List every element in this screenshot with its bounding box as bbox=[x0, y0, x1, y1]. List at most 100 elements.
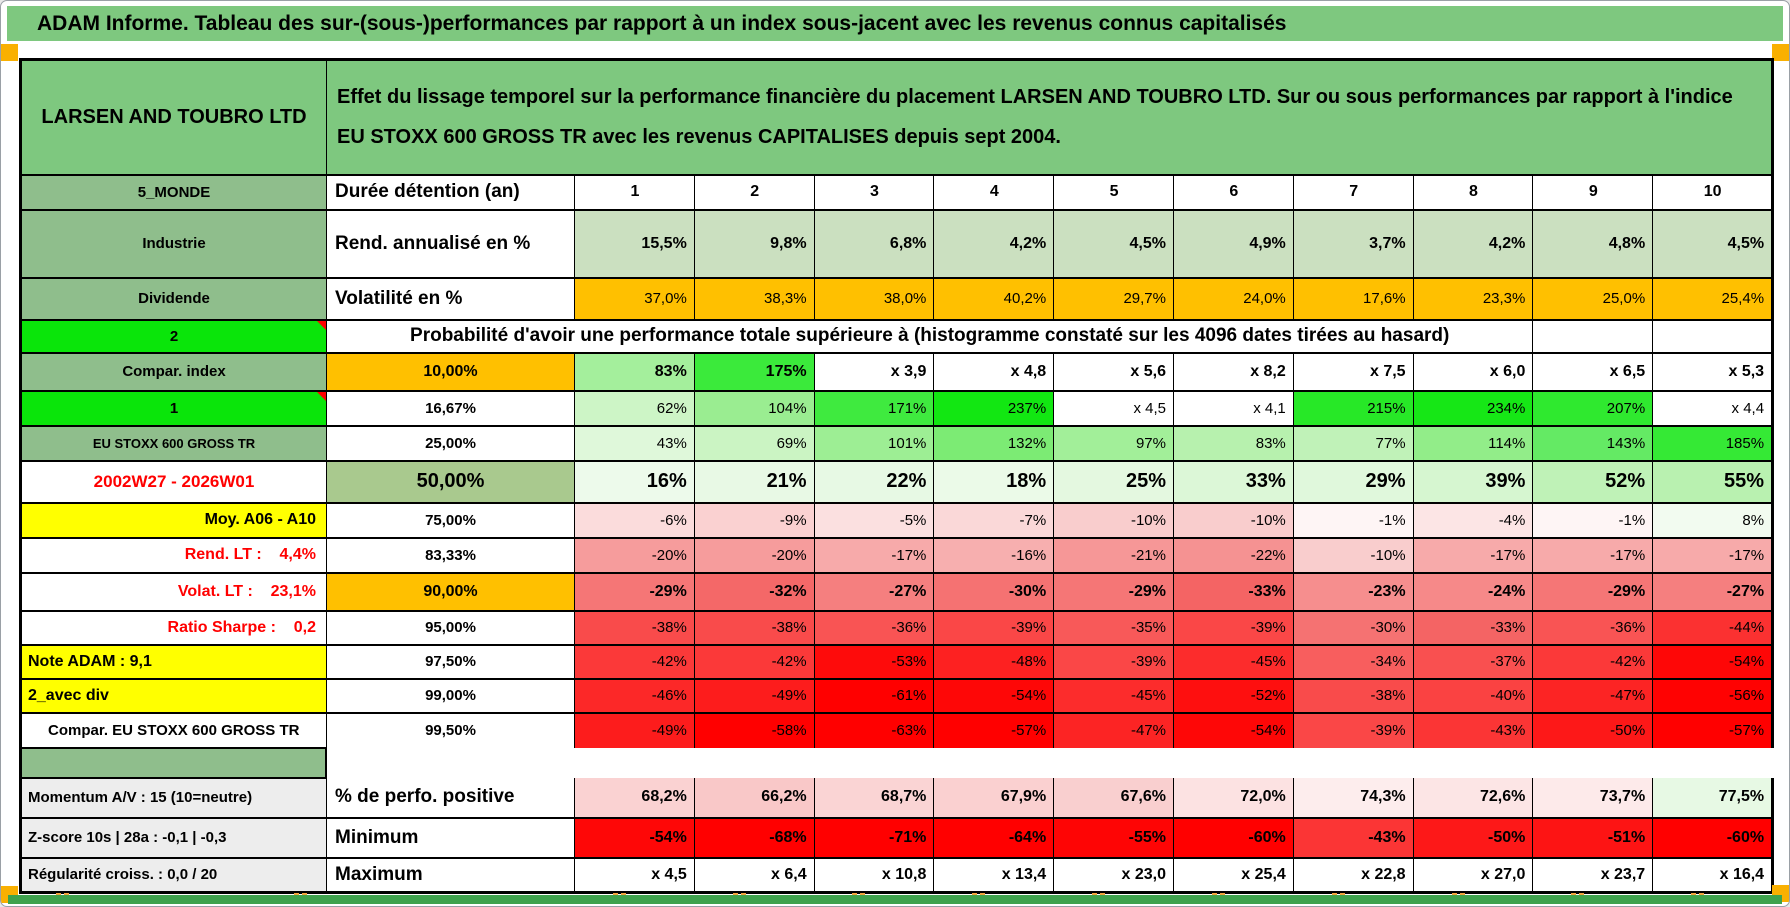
data-cell[interactable]: 39% bbox=[1412, 459, 1534, 504]
data-cell[interactable]: -7% bbox=[933, 501, 1055, 539]
data-cell[interactable]: 104% bbox=[693, 389, 815, 427]
data-cell[interactable]: -10% bbox=[1292, 536, 1414, 574]
row-label[interactable]: Ratio Sharpe : 0,2 bbox=[20, 609, 327, 646]
row-label[interactable]: 2 bbox=[20, 318, 327, 354]
row-label[interactable]: EU STOXX 600 GROSS TR bbox=[20, 424, 327, 462]
data-cell[interactable]: -52% bbox=[1172, 677, 1294, 714]
data-cell[interactable]: -49% bbox=[574, 711, 695, 749]
data-cell[interactable]: 62% bbox=[574, 389, 695, 427]
data-cell[interactable]: 16% bbox=[574, 459, 695, 504]
data-cell[interactable]: -23% bbox=[1292, 571, 1414, 612]
data-cell[interactable]: 67,9% bbox=[933, 776, 1055, 819]
data-cell[interactable]: -42% bbox=[574, 643, 695, 680]
data-cell[interactable]: -33% bbox=[1172, 571, 1294, 612]
data-cell[interactable]: -40% bbox=[1412, 677, 1534, 714]
data-cell[interactable]: -47% bbox=[1532, 677, 1654, 714]
percentile-cell[interactable]: 97,50% bbox=[326, 643, 575, 680]
data-cell[interactable]: -43% bbox=[1292, 816, 1414, 859]
data-cell[interactable]: -68% bbox=[693, 816, 815, 859]
data-cell[interactable]: -27% bbox=[1652, 571, 1774, 612]
row-label[interactable]: Z-score 10s | 28a : -0,1 | -0,3 bbox=[20, 816, 327, 859]
data-cell[interactable]: -44% bbox=[1652, 609, 1774, 646]
header-description-cell[interactable]: Effet du lissage temporel sur la perform… bbox=[325, 58, 1774, 176]
data-cell[interactable]: 6 bbox=[1172, 173, 1294, 211]
data-cell[interactable]: 97% bbox=[1053, 424, 1174, 462]
data-cell[interactable]: x 6,4 bbox=[693, 856, 815, 894]
data-cell[interactable]: 4,8% bbox=[1532, 208, 1654, 279]
data-cell[interactable]: 4,5% bbox=[1652, 208, 1774, 279]
data-cell[interactable]: 66,2% bbox=[693, 776, 815, 819]
empty-cell[interactable] bbox=[1652, 318, 1774, 354]
data-cell[interactable]: 22% bbox=[813, 459, 935, 504]
data-cell[interactable]: 3 bbox=[813, 173, 935, 211]
percentile-cell[interactable]: 90,00% bbox=[326, 571, 575, 612]
data-cell[interactable]: -45% bbox=[1053, 677, 1174, 714]
data-cell[interactable]: -64% bbox=[933, 816, 1055, 859]
data-cell[interactable]: 215% bbox=[1292, 389, 1414, 427]
percentile-cell[interactable]: Durée détention (an) bbox=[326, 173, 575, 211]
data-cell[interactable]: 83% bbox=[574, 351, 695, 392]
data-cell[interactable]: -48% bbox=[933, 643, 1055, 680]
percentile-cell[interactable]: Maximum bbox=[326, 856, 575, 894]
data-cell[interactable]: 33% bbox=[1172, 459, 1294, 504]
data-cell[interactable]: 18% bbox=[933, 459, 1055, 504]
row-label[interactable]: 1 bbox=[20, 389, 327, 427]
data-cell[interactable]: -29% bbox=[574, 571, 695, 612]
data-cell[interactable]: -20% bbox=[693, 536, 815, 574]
data-cell[interactable]: 24,0% bbox=[1172, 276, 1294, 321]
data-cell[interactable]: 9 bbox=[1532, 173, 1654, 211]
data-cell[interactable]: -21% bbox=[1053, 536, 1174, 574]
row-label[interactable]: Compar. index bbox=[20, 351, 327, 392]
data-cell[interactable]: 1 bbox=[574, 173, 695, 211]
data-cell[interactable]: 237% bbox=[933, 389, 1055, 427]
data-cell[interactable]: 25,0% bbox=[1532, 276, 1654, 321]
data-cell[interactable]: 25% bbox=[1053, 459, 1174, 504]
data-cell[interactable]: x 4,1 bbox=[1172, 389, 1294, 427]
data-cell[interactable]: 73,7% bbox=[1532, 776, 1654, 819]
data-cell[interactable]: -47% bbox=[1053, 711, 1174, 749]
data-cell[interactable]: -58% bbox=[693, 711, 815, 749]
data-cell[interactable]: x 5,3 bbox=[1652, 351, 1774, 392]
data-cell[interactable]: -10% bbox=[1172, 501, 1294, 539]
data-cell[interactable]: -45% bbox=[1172, 643, 1294, 680]
data-cell[interactable]: 29,7% bbox=[1053, 276, 1174, 321]
data-cell[interactable]: x 22,8 bbox=[1292, 856, 1414, 894]
data-cell[interactable]: -22% bbox=[1172, 536, 1294, 574]
data-cell[interactable]: -63% bbox=[813, 711, 935, 749]
data-cell[interactable]: 74,3% bbox=[1292, 776, 1414, 819]
data-cell[interactable]: x 25,4 bbox=[1172, 856, 1294, 894]
data-cell[interactable]: -27% bbox=[813, 571, 935, 612]
data-cell[interactable]: -39% bbox=[933, 609, 1055, 646]
row-label[interactable]: 2_avec div bbox=[20, 677, 327, 714]
data-cell[interactable]: -54% bbox=[574, 816, 695, 859]
data-cell[interactable]: 21% bbox=[693, 459, 815, 504]
data-cell[interactable]: 10 bbox=[1652, 173, 1774, 211]
data-cell[interactable]: 38,3% bbox=[693, 276, 815, 321]
data-cell[interactable]: x 4,5 bbox=[1053, 389, 1174, 427]
data-cell[interactable]: -38% bbox=[1292, 677, 1414, 714]
percentile-cell[interactable]: 99,00% bbox=[326, 677, 575, 714]
data-cell[interactable]: 132% bbox=[933, 424, 1055, 462]
data-cell[interactable]: -54% bbox=[933, 677, 1055, 714]
data-cell[interactable]: 67,6% bbox=[1053, 776, 1174, 819]
percentile-cell[interactable]: 75,00% bbox=[326, 501, 575, 539]
percentile-cell[interactable]: Rend. annualisé en % bbox=[326, 208, 575, 279]
data-cell[interactable]: -50% bbox=[1412, 816, 1534, 859]
data-cell[interactable]: x 16,4 bbox=[1652, 856, 1774, 894]
data-cell[interactable]: x 4,4 bbox=[1652, 389, 1774, 427]
data-cell[interactable]: x 23,0 bbox=[1053, 856, 1174, 894]
data-cell[interactable]: -20% bbox=[574, 536, 695, 574]
data-cell[interactable]: 68,7% bbox=[813, 776, 935, 819]
data-cell[interactable]: -54% bbox=[1172, 711, 1294, 749]
data-cell[interactable]: 175% bbox=[693, 351, 815, 392]
data-cell[interactable]: -39% bbox=[1053, 643, 1174, 680]
data-cell[interactable]: x 5,6 bbox=[1053, 351, 1174, 392]
row-label[interactable]: Compar. EU STOXX 600 GROSS TR bbox=[20, 711, 327, 749]
data-cell[interactable]: -36% bbox=[1532, 609, 1654, 646]
data-cell[interactable]: -6% bbox=[574, 501, 695, 539]
percentile-cell[interactable]: % de perfo. positive bbox=[326, 776, 575, 819]
data-cell[interactable]: 77,5% bbox=[1652, 776, 1774, 819]
data-cell[interactable]: -35% bbox=[1053, 609, 1174, 646]
data-cell[interactable]: -17% bbox=[1652, 536, 1774, 574]
data-cell[interactable]: -50% bbox=[1532, 711, 1654, 749]
